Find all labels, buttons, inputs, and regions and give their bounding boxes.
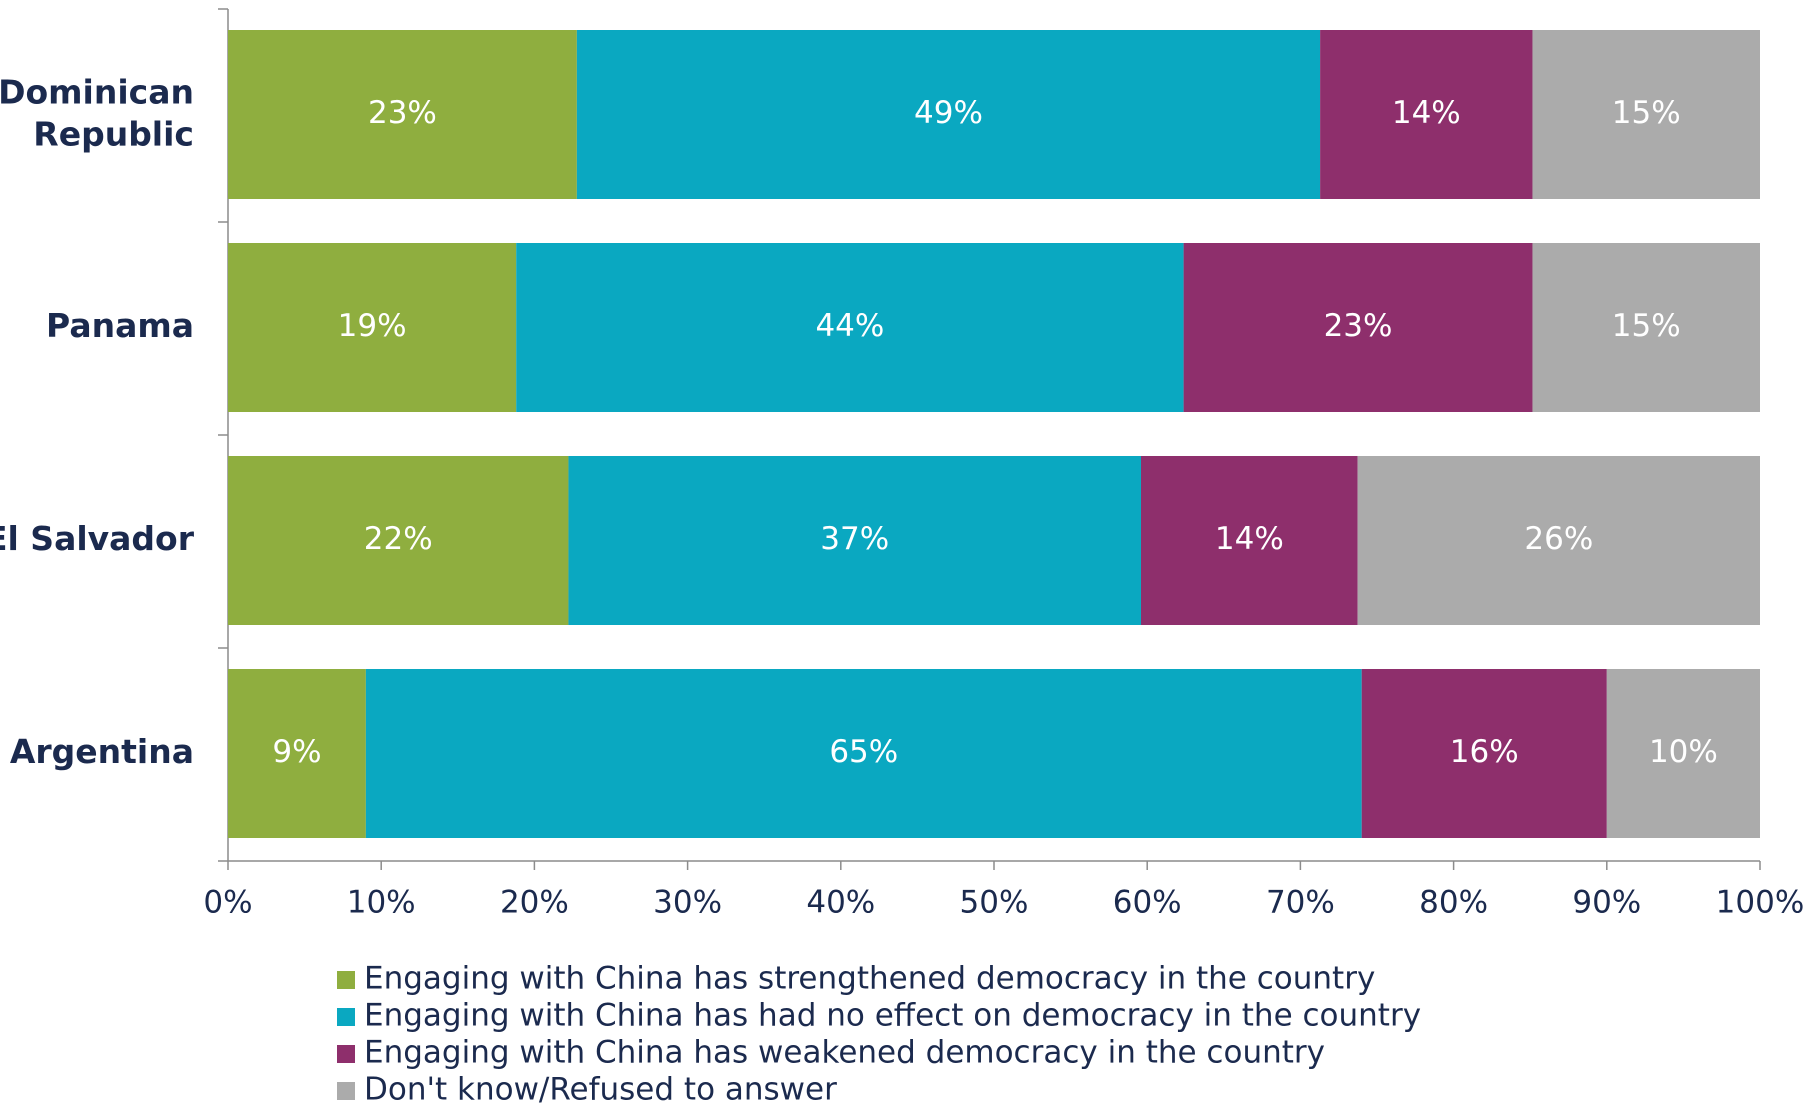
- bar-segment: [1357, 456, 1760, 625]
- bar-segment: [228, 456, 569, 625]
- value-label: 44%: [815, 308, 884, 344]
- legend-swatch: [337, 971, 355, 989]
- value-label: 10%: [1649, 734, 1718, 770]
- x-tick-label: 10%: [347, 885, 416, 921]
- legend-label: Engaging with China has weakened democra…: [364, 1035, 1325, 1071]
- bar-segment: [568, 456, 1142, 625]
- value-label: 15%: [1612, 95, 1681, 131]
- bar-segment: [228, 243, 517, 412]
- x-tick-label: 0%: [203, 885, 252, 921]
- legend-swatch: [337, 1082, 355, 1100]
- bar-segment: [1606, 669, 1760, 838]
- value-label: 9%: [272, 734, 321, 770]
- category-label: Argentina: [10, 732, 194, 771]
- value-label: 26%: [1524, 521, 1593, 557]
- bar-segment: [1532, 243, 1760, 412]
- bar-segment: [365, 669, 1362, 838]
- value-label: 22%: [364, 521, 433, 557]
- bar-segment: [1141, 456, 1358, 625]
- value-label: 37%: [820, 521, 889, 557]
- x-tick-label: 30%: [653, 885, 722, 921]
- category-label: Panama: [46, 306, 194, 345]
- x-tick-label: 50%: [960, 885, 1029, 921]
- x-tick-label: 70%: [1266, 885, 1335, 921]
- category-label: Dominican Republic: [0, 72, 194, 153]
- legend-label: Engaging with China has had no effect on…: [364, 998, 1421, 1034]
- bar-segment: [1361, 669, 1607, 838]
- legend-swatch: [337, 1045, 355, 1063]
- legend-label: Don't know/Refused to answer: [364, 1072, 837, 1108]
- value-label: 14%: [1392, 95, 1461, 131]
- legend-label: Engaging with China has strengthened dem…: [364, 961, 1375, 997]
- value-label: 14%: [1215, 521, 1284, 557]
- value-label: 16%: [1450, 734, 1519, 770]
- bar-segment: [1183, 243, 1533, 412]
- x-tick-label: 100%: [1716, 885, 1805, 921]
- x-tick-label: 40%: [806, 885, 875, 921]
- value-label: 23%: [1324, 308, 1393, 344]
- value-label: 15%: [1612, 308, 1681, 344]
- legend-swatch: [337, 1008, 355, 1026]
- x-tick-label: 80%: [1419, 885, 1488, 921]
- value-label: 49%: [914, 95, 983, 131]
- value-label: 65%: [829, 734, 898, 770]
- value-label: 23%: [368, 95, 437, 131]
- x-tick-label: 20%: [500, 885, 569, 921]
- bar-segment: [576, 30, 1321, 199]
- bar-segment: [1320, 30, 1533, 199]
- bar-segment: [516, 243, 1184, 412]
- category-label: El Salvador: [0, 519, 195, 558]
- x-tick-label: 60%: [1113, 885, 1182, 921]
- value-label: 19%: [338, 308, 407, 344]
- bar-segment: [228, 30, 577, 199]
- bar-segment: [1532, 30, 1760, 199]
- x-tick-label: 90%: [1572, 885, 1641, 921]
- bar-segment: [228, 669, 366, 838]
